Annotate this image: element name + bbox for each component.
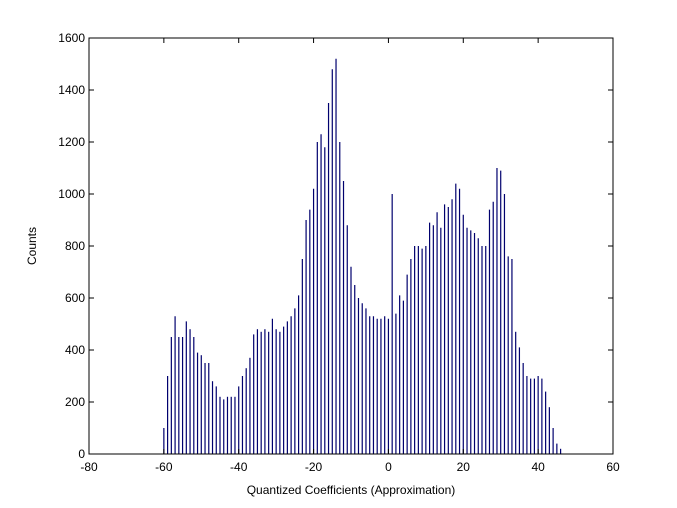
x-tick-label: -20 — [305, 460, 323, 474]
y-tick-label: 1200 — [58, 135, 85, 149]
x-axis-ticks: -80 -60 -40 -20 0 20 40 60 — [80, 38, 620, 474]
x-tick-label: -80 — [80, 460, 98, 474]
x-tick-label: 20 — [457, 460, 471, 474]
x-axis-label: Quantized Coefficients (Approximation) — [247, 483, 456, 497]
bars-group — [163, 58, 562, 454]
x-tick-label: 60 — [606, 460, 620, 474]
y-tick-label: 800 — [65, 239, 85, 253]
y-tick-label: 1000 — [58, 187, 85, 201]
y-tick-label: 200 — [65, 395, 85, 409]
y-axis-label: Counts — [25, 227, 39, 265]
y-tick-label: 400 — [65, 343, 85, 357]
x-tick-label: -40 — [230, 460, 248, 474]
y-tick-label: 1400 — [58, 83, 85, 97]
y-tick-label: 1600 — [58, 31, 85, 45]
y-tick-label: 600 — [65, 291, 85, 305]
y-axis-ticks: 0 200 400 600 800 1000 1200 1400 1600 — [58, 31, 613, 461]
x-tick-label: -60 — [155, 460, 173, 474]
x-tick-label: 40 — [531, 460, 545, 474]
x-tick-label: 0 — [385, 460, 392, 474]
y-tick-label: 0 — [78, 447, 85, 461]
